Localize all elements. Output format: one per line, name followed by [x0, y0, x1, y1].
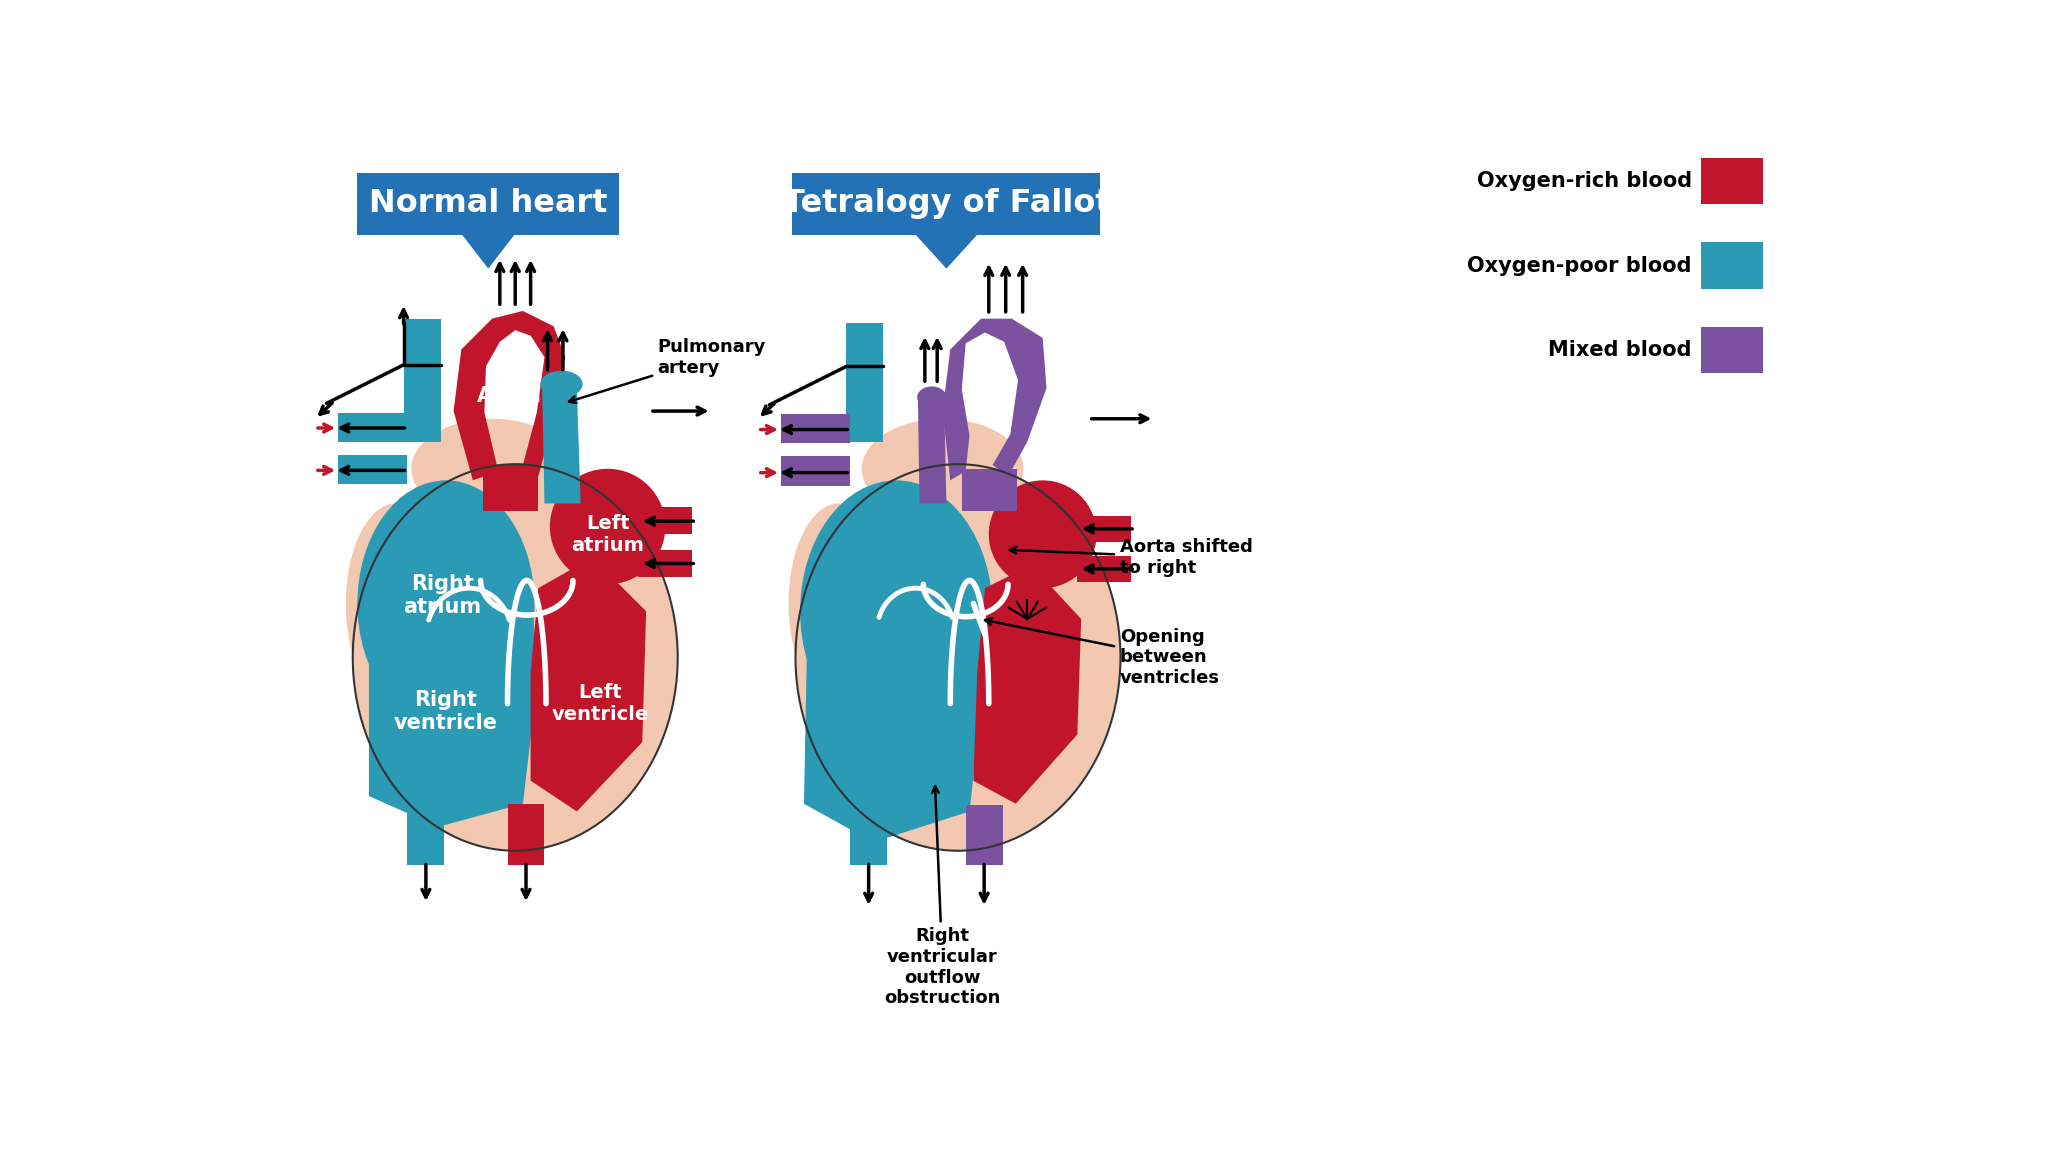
Polygon shape [915, 234, 977, 269]
Polygon shape [942, 319, 1047, 480]
FancyBboxPatch shape [1702, 327, 1763, 374]
Text: Tetralogy of Fallot: Tetralogy of Fallot [782, 188, 1110, 219]
Polygon shape [453, 310, 565, 480]
Text: Opening
between
ventricles: Opening between ventricles [985, 619, 1221, 688]
Polygon shape [369, 549, 539, 827]
FancyBboxPatch shape [356, 173, 618, 234]
Ellipse shape [862, 419, 1024, 519]
Ellipse shape [989, 480, 1096, 589]
Text: Right
atrium: Right atrium [403, 575, 481, 617]
Polygon shape [543, 388, 582, 503]
FancyBboxPatch shape [338, 455, 408, 485]
FancyBboxPatch shape [1077, 556, 1130, 582]
FancyBboxPatch shape [793, 173, 1100, 234]
Text: Left
atrium: Left atrium [571, 514, 643, 555]
Ellipse shape [788, 503, 889, 704]
Polygon shape [530, 557, 645, 811]
FancyBboxPatch shape [846, 322, 883, 442]
Ellipse shape [801, 480, 993, 742]
Ellipse shape [354, 465, 678, 850]
Ellipse shape [412, 419, 573, 519]
FancyBboxPatch shape [508, 803, 545, 866]
FancyBboxPatch shape [850, 796, 887, 866]
Text: Oxygen-poor blood: Oxygen-poor blood [1466, 255, 1692, 276]
FancyBboxPatch shape [408, 792, 444, 866]
Text: Pulmonary
artery: Pulmonary artery [569, 338, 766, 403]
Text: Oxygen-rich blood: Oxygen-rich blood [1477, 171, 1692, 190]
Text: Right
ventricular
outflow
obstruction: Right ventricular outflow obstruction [885, 786, 1001, 1007]
Text: Aorta: Aorta [477, 385, 541, 406]
Ellipse shape [356, 480, 535, 727]
Text: Right
ventricle: Right ventricle [393, 690, 498, 733]
Polygon shape [805, 542, 985, 842]
Text: Aorta shifted
to right: Aorta shifted to right [1010, 538, 1253, 577]
Ellipse shape [549, 469, 666, 584]
Ellipse shape [918, 387, 946, 409]
FancyBboxPatch shape [1077, 516, 1130, 542]
FancyBboxPatch shape [403, 319, 440, 442]
Polygon shape [463, 234, 514, 269]
FancyBboxPatch shape [483, 465, 539, 511]
Text: Normal heart: Normal heart [369, 188, 608, 219]
FancyBboxPatch shape [780, 414, 850, 443]
Polygon shape [918, 399, 946, 503]
FancyBboxPatch shape [639, 508, 692, 534]
Ellipse shape [346, 503, 446, 704]
Ellipse shape [541, 370, 582, 398]
FancyBboxPatch shape [1702, 158, 1763, 204]
FancyBboxPatch shape [639, 549, 692, 577]
FancyBboxPatch shape [963, 469, 1018, 511]
FancyBboxPatch shape [780, 457, 850, 486]
FancyBboxPatch shape [338, 413, 408, 442]
Ellipse shape [797, 465, 1120, 850]
FancyBboxPatch shape [1702, 242, 1763, 288]
Text: Mixed blood: Mixed blood [1548, 340, 1692, 360]
FancyBboxPatch shape [967, 805, 1004, 866]
Polygon shape [973, 565, 1081, 803]
Text: Left
ventricle: Left ventricle [551, 683, 649, 725]
